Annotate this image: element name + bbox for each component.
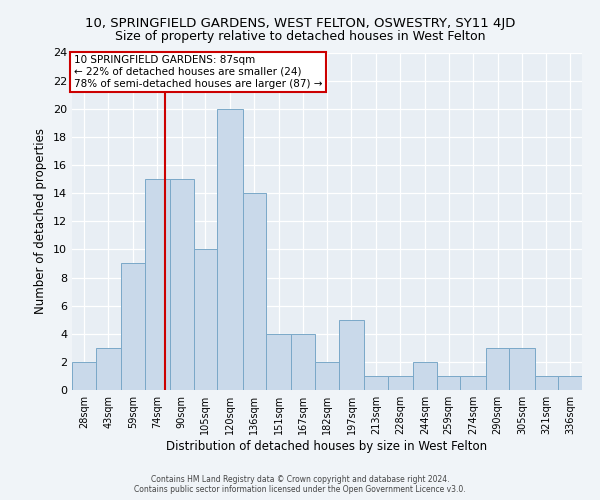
Bar — [292, 334, 315, 390]
Bar — [460, 376, 485, 390]
Bar — [315, 362, 339, 390]
Bar — [217, 109, 242, 390]
Bar — [437, 376, 460, 390]
X-axis label: Distribution of detached houses by size in West Felton: Distribution of detached houses by size … — [166, 440, 488, 453]
Bar — [95, 348, 121, 390]
Bar — [194, 250, 217, 390]
Y-axis label: Number of detached properties: Number of detached properties — [34, 128, 47, 314]
Bar — [388, 376, 413, 390]
Text: 10 SPRINGFIELD GARDENS: 87sqm
← 22% of detached houses are smaller (24)
78% of s: 10 SPRINGFIELD GARDENS: 87sqm ← 22% of d… — [74, 56, 322, 88]
Bar — [145, 179, 170, 390]
Bar — [121, 264, 145, 390]
Bar — [242, 193, 266, 390]
Text: Contains HM Land Registry data © Crown copyright and database right 2024.
Contai: Contains HM Land Registry data © Crown c… — [134, 474, 466, 494]
Bar — [170, 179, 194, 390]
Bar — [339, 320, 364, 390]
Bar — [364, 376, 388, 390]
Bar — [413, 362, 437, 390]
Text: 10, SPRINGFIELD GARDENS, WEST FELTON, OSWESTRY, SY11 4JD: 10, SPRINGFIELD GARDENS, WEST FELTON, OS… — [85, 18, 515, 30]
Bar — [535, 376, 559, 390]
Bar — [559, 376, 582, 390]
Bar — [509, 348, 535, 390]
Bar — [72, 362, 95, 390]
Text: Size of property relative to detached houses in West Felton: Size of property relative to detached ho… — [115, 30, 485, 43]
Bar — [485, 348, 509, 390]
Bar — [266, 334, 292, 390]
